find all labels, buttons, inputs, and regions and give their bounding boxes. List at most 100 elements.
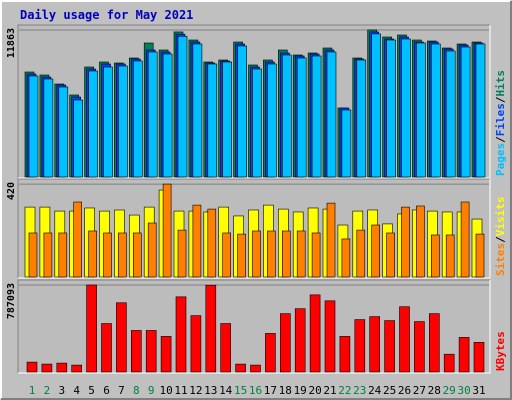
panel-edge-dark — [17, 24, 490, 178]
bar — [430, 43, 441, 178]
bar — [281, 54, 292, 178]
x-tick-label: 6 — [103, 384, 110, 397]
bar — [207, 63, 218, 178]
x-tick-label: 7 — [118, 384, 125, 397]
bar — [73, 99, 83, 178]
bar — [475, 43, 486, 178]
bar — [118, 65, 128, 178]
bar — [131, 330, 142, 373]
bar — [118, 232, 127, 278]
legend-entry: Pages — [494, 143, 507, 176]
x-tick-label: 8 — [133, 384, 140, 397]
x-tick-label: 30 — [457, 384, 470, 397]
bar — [28, 75, 39, 178]
bar — [445, 50, 456, 178]
x-tick-label: 19 — [294, 384, 307, 397]
bar — [73, 201, 82, 278]
x-tick-label: 14 — [219, 384, 233, 397]
x-tick-label: 3 — [58, 384, 65, 397]
bar — [475, 233, 485, 278]
x-tick-label: 11 — [174, 384, 187, 397]
bar — [101, 323, 112, 373]
bar — [177, 35, 188, 178]
x-tick-label: 9 — [148, 384, 155, 397]
bar — [160, 336, 172, 373]
legend-entry: Files — [494, 103, 507, 136]
bar — [26, 361, 38, 373]
bar — [428, 313, 440, 373]
bar — [192, 43, 203, 178]
bar — [103, 232, 112, 278]
bar — [326, 202, 336, 278]
bar — [326, 51, 337, 178]
legend-entry: Hits — [494, 70, 507, 97]
bar — [88, 230, 97, 278]
bar — [371, 224, 381, 278]
bar — [386, 39, 396, 178]
x-tick-label: 10 — [159, 384, 172, 397]
bar — [401, 38, 411, 178]
x-tick-label: 2 — [44, 384, 51, 397]
bar — [386, 232, 395, 278]
bar — [175, 296, 187, 373]
bar — [235, 363, 246, 373]
bar — [222, 232, 231, 278]
bar — [103, 66, 113, 178]
panel-edge-light — [18, 179, 491, 279]
bar — [460, 46, 471, 178]
bar — [384, 320, 395, 373]
bar — [356, 59, 367, 178]
bar — [324, 300, 336, 373]
bar — [460, 201, 470, 278]
x-tick-label: 13 — [204, 384, 217, 397]
x-tick-label: 17 — [264, 384, 277, 397]
panel-edge-dark — [17, 279, 490, 373]
bar — [296, 230, 306, 278]
x-tick-label: 21 — [323, 384, 336, 397]
x-tick-label: 22 — [338, 384, 351, 397]
chart-title: Daily usage for May 2021 — [20, 8, 193, 22]
bar — [250, 364, 261, 373]
bar — [252, 68, 262, 178]
x-tick-label: 20 — [308, 384, 321, 397]
legend: Sites/Visits — [494, 197, 507, 277]
bar — [56, 362, 68, 373]
y-tick-label: 420 — [6, 182, 17, 200]
bar — [281, 230, 291, 278]
bar — [43, 78, 54, 178]
bar — [445, 234, 455, 278]
bar — [237, 233, 246, 278]
bar — [116, 302, 127, 373]
bar — [58, 232, 68, 278]
bar — [369, 316, 381, 373]
bar — [371, 33, 382, 178]
x-tick-label: 1 — [29, 384, 36, 397]
bar — [205, 284, 217, 373]
legend-separator: / — [494, 136, 507, 143]
bar — [267, 230, 276, 278]
bar — [71, 364, 82, 373]
bar — [133, 232, 142, 278]
bar — [416, 42, 426, 178]
legend: KBytes — [494, 331, 507, 371]
y-tick-label: 11863 — [6, 28, 17, 58]
bar — [458, 337, 470, 373]
bar — [265, 333, 276, 373]
x-tick-label: 4 — [73, 384, 80, 397]
bar — [162, 53, 173, 178]
bar — [294, 308, 306, 373]
bar — [443, 353, 455, 373]
legend-separator: / — [494, 236, 507, 243]
bar — [267, 63, 277, 178]
bar — [296, 57, 307, 178]
legend: Pages/Files/Hits — [494, 70, 507, 176]
legend-separator: / — [494, 96, 507, 103]
bar — [399, 306, 410, 373]
y-tick-label: 787093 — [6, 283, 17, 319]
bar — [279, 313, 291, 373]
legend-entry: Visits — [494, 197, 507, 237]
bar — [147, 222, 157, 278]
